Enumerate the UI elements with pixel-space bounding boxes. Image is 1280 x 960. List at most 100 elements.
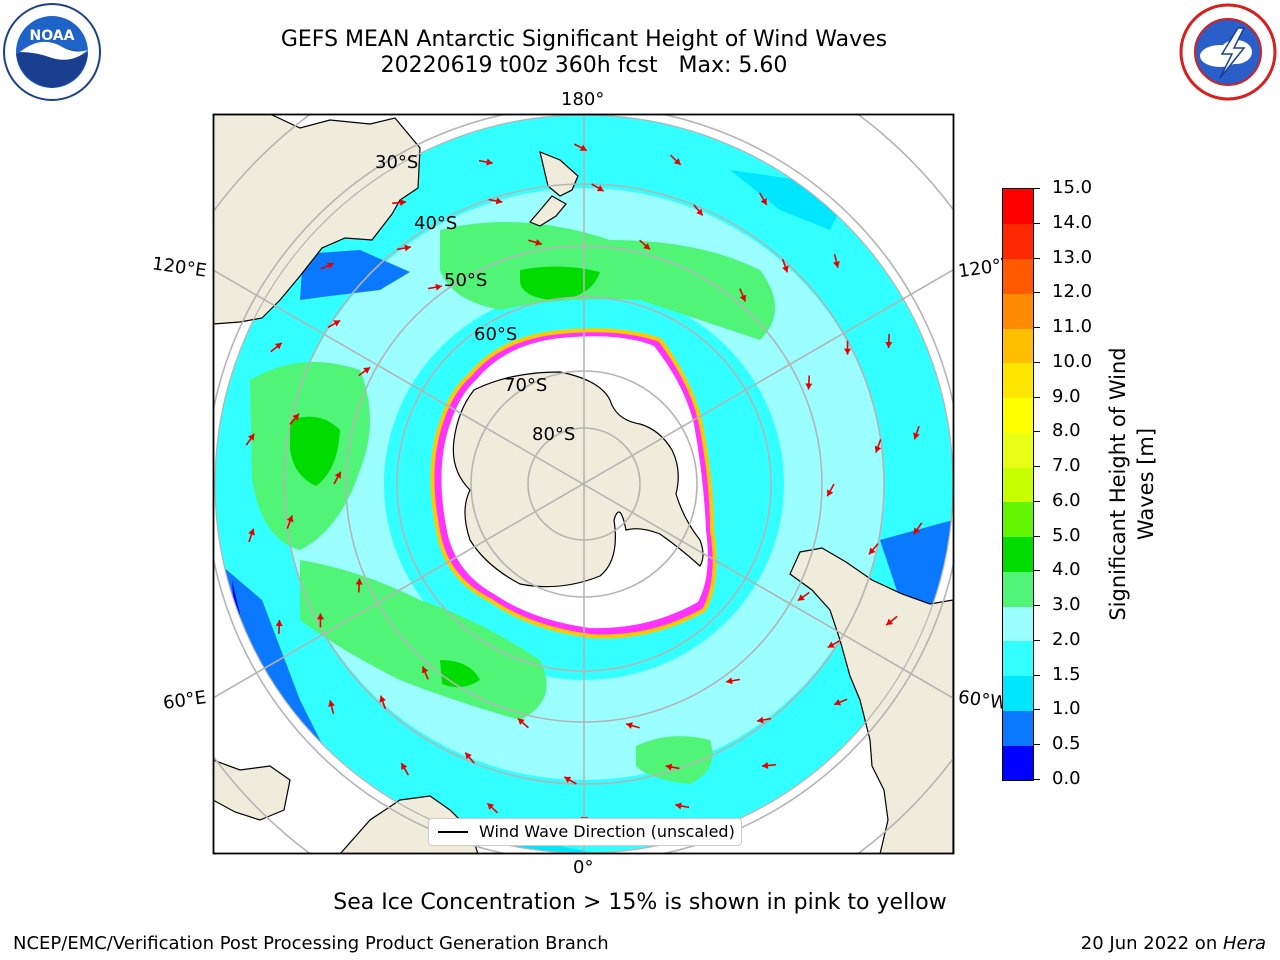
lon-label-180: 180° xyxy=(561,89,605,110)
wave-direction-arrows xyxy=(245,143,923,825)
wave-arrow-head xyxy=(421,666,429,674)
legend-line-symbol xyxy=(438,831,468,833)
wave-arrow-head xyxy=(404,244,411,252)
wave-arrow-head xyxy=(465,752,472,760)
wave-arrow-head xyxy=(797,594,805,601)
colorbar-tick xyxy=(1034,779,1040,780)
colorbar-tick xyxy=(1034,431,1040,433)
chart-subtitle: 20220619 t00z 360h fcst Max: 5.60 xyxy=(380,53,788,78)
wave-arrow-head xyxy=(486,158,493,166)
wave-arrow-head xyxy=(675,802,682,810)
wave-arrow-head xyxy=(535,239,542,246)
wave-arrow-head xyxy=(363,367,371,374)
colorbar-segment xyxy=(1003,745,1033,781)
colorbar-tick xyxy=(1034,466,1040,468)
wave-arrow-head xyxy=(355,578,363,585)
colorbar-segment xyxy=(1003,640,1033,677)
colorbar-segment xyxy=(1003,467,1033,503)
colorbar-tick-label: 11.0 xyxy=(1052,316,1093,338)
lat-label-50s: 50°S xyxy=(444,270,488,291)
colorbar-tick-label: 13.0 xyxy=(1052,246,1093,268)
wave-arrow-head xyxy=(275,619,283,627)
wave-arrow-head xyxy=(834,699,842,706)
colorbar-tick-label: 12.0 xyxy=(1052,281,1093,303)
lat-label-80s: 80°S xyxy=(532,424,576,445)
noaa-logo: NOAA xyxy=(3,3,101,101)
wave-arrow-head xyxy=(827,641,835,648)
svg-text:NOAA: NOAA xyxy=(30,28,75,44)
wave-arrow-head xyxy=(247,433,255,441)
colorbar-tick xyxy=(1034,327,1040,329)
wave-arrow-head xyxy=(401,763,408,770)
colorbar-segment xyxy=(1003,432,1033,468)
colorbar-tick xyxy=(1034,674,1040,676)
wave-arrow-head xyxy=(805,383,813,390)
footer-host: Hera xyxy=(1222,933,1266,954)
map-frame xyxy=(212,113,955,855)
wave-arrow-head xyxy=(333,320,341,327)
colorbar-segment xyxy=(1003,501,1033,538)
wave-arrow-head xyxy=(643,242,651,250)
colorbar-segment xyxy=(1003,536,1033,572)
colorbar-tick-label: 15.0 xyxy=(1052,177,1093,198)
colorbar-tick-label: 5.0 xyxy=(1052,524,1081,546)
wave-arrow-head xyxy=(757,716,764,724)
colorbar-segment xyxy=(1003,571,1033,607)
wave-arrow-head xyxy=(334,471,341,479)
graticule xyxy=(213,114,953,854)
lat-label-70s: 70°S xyxy=(504,375,548,396)
colorbar-tick-label: 9.0 xyxy=(1052,385,1081,407)
wave-arrow-head xyxy=(665,763,673,771)
colorbar-tick-label: 1.0 xyxy=(1052,698,1081,720)
colorbar-tick xyxy=(1034,361,1040,363)
colorbar-tick xyxy=(1034,292,1040,294)
wave-arrow-head xyxy=(913,432,920,440)
wave-arrow-head xyxy=(885,341,893,349)
antarctica xyxy=(452,371,704,588)
colorbar-segment xyxy=(1003,675,1033,711)
colorbar xyxy=(1002,188,1034,781)
colorbar-tick-label: 8.0 xyxy=(1052,420,1081,442)
wave-arrow-head xyxy=(517,718,525,726)
colorbar-tick-label: 0.0 xyxy=(1052,768,1081,789)
sea-ice-note: Sea Ice Concentration > 15% is shown in … xyxy=(333,890,947,915)
wave-arrow-head xyxy=(760,198,767,205)
colorbar-segment xyxy=(1003,362,1033,399)
wave-arrow-head xyxy=(827,489,834,497)
wave-arrow-head xyxy=(326,262,334,269)
chart-title: GEFS MEAN Antarctic Significant Height o… xyxy=(280,27,888,52)
wave-arrow-head xyxy=(487,803,495,810)
wave-arrow-head xyxy=(292,413,299,421)
wave-arrow-head xyxy=(869,547,876,555)
colorbar-tick xyxy=(1034,222,1040,224)
colorbar-tick xyxy=(1034,570,1040,572)
colorbar-tick-label: 7.0 xyxy=(1052,455,1081,477)
colorbar-label-line1: Significant Height of Wind xyxy=(1106,347,1130,621)
lon-label-0: 0° xyxy=(573,857,594,878)
wave-arrow-head xyxy=(248,528,255,536)
wave-arrow-head xyxy=(564,776,572,783)
wave-arrow-head xyxy=(673,158,681,165)
footer-credit: NCEP/EMC/Verification Post Processing Pr… xyxy=(13,933,609,954)
colorbar-tick xyxy=(1034,709,1040,711)
colorbar-tick xyxy=(1034,500,1040,502)
wave-arrow-head xyxy=(495,197,503,205)
wave-arrow-head xyxy=(874,445,882,453)
colorbar-segment xyxy=(1003,606,1033,642)
colorbar-segment xyxy=(1003,397,1033,433)
colorbar-tick-label: 0.5 xyxy=(1052,733,1081,755)
colorbar-tick-label: 1.5 xyxy=(1052,663,1081,685)
wave-arrow-head xyxy=(739,294,747,302)
colorbar-segment xyxy=(1003,258,1033,294)
footer-date: 20 Jun 2022 on Hera xyxy=(1081,933,1266,954)
wave-arrow-head xyxy=(833,261,840,268)
colorbar-segment xyxy=(1003,189,1033,225)
wave-arrow-head xyxy=(579,144,587,151)
wave-arrow-head xyxy=(328,700,335,707)
wave-arrow-head xyxy=(596,185,604,192)
lat-label-60s: 60°S xyxy=(474,324,518,345)
colorbar-tick xyxy=(1034,535,1040,537)
colorbar-segment xyxy=(1003,223,1033,259)
colorbar-tick-label: 14.0 xyxy=(1052,211,1093,233)
